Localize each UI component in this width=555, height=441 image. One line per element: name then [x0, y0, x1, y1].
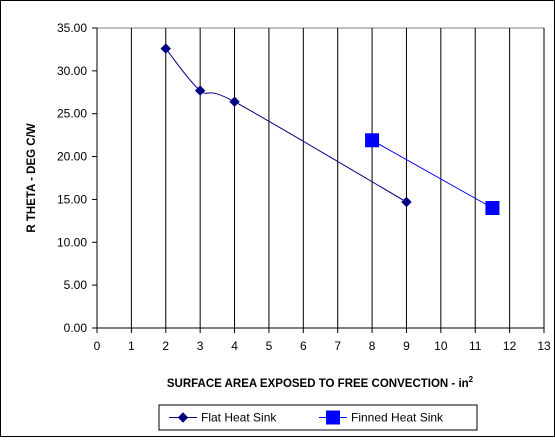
x-tick-label: 12: [503, 339, 517, 353]
x-tick-label: 10: [434, 339, 448, 353]
data-point: [194, 85, 206, 96]
legend: Flat Heat Sink Finned Heat Sink: [158, 404, 478, 431]
x-tick-label: 5: [266, 339, 273, 353]
y-tick-label: 20.00: [57, 150, 87, 164]
legend-diamond-icon: [177, 412, 189, 423]
data-point: [160, 43, 171, 54]
x-tick-label: 0: [94, 339, 101, 353]
series-finned: [365, 133, 500, 215]
series-line: [371, 139, 493, 209]
axes: 0 1 2 3 4 5 6 7 8 9 10 11 12 130.005.0010.0015.0020.0…: [57, 21, 551, 353]
x-axis-title: SURFACE AREA EXPOSED TO FREE CONVECTION …: [167, 375, 474, 390]
data-point: [401, 196, 412, 208]
x-axis-title-superscript: 2: [469, 375, 474, 384]
y-tick-label: 30.00: [57, 64, 87, 78]
x-tick-label: 3: [197, 339, 204, 353]
x-tick-label: 13: [537, 339, 551, 353]
x-tick-label: 7: [334, 339, 341, 353]
y-tick-label: 5.00: [64, 278, 88, 292]
y-tick-label: 10.00: [57, 235, 87, 249]
data-point: [365, 133, 380, 148]
series-line: [165, 48, 407, 203]
x-tick-label: 8: [369, 339, 376, 353]
y-axis-title: R THETA - DEG C/W: [26, 123, 38, 232]
data-point: [229, 96, 240, 107]
x-tick-label: 9: [403, 339, 410, 353]
gridlines: [130, 28, 545, 328]
data-point: [485, 201, 500, 215]
series-flat: [160, 43, 412, 208]
x-tick-label: 6: [300, 339, 307, 353]
legend-box: [158, 404, 478, 431]
y-tick-label: 0.00: [64, 321, 88, 335]
y-tick-label: 35.00: [57, 21, 87, 35]
y-tick-label: 15.00: [57, 192, 87, 206]
x-tick-label: 11: [469, 339, 482, 353]
plot-area: [96, 27, 545, 329]
legend-square-icon: [326, 410, 340, 425]
legend-label: Finned Heat Sink: [351, 411, 444, 425]
x-tick-label: 1: [128, 339, 135, 353]
y-tick-label: 25.00: [57, 107, 87, 121]
x-tick-label: 4: [231, 339, 238, 353]
legend-label: Flat Heat Sink: [201, 411, 277, 425]
series: [160, 43, 500, 215]
x-tick-label: 2: [162, 339, 169, 353]
